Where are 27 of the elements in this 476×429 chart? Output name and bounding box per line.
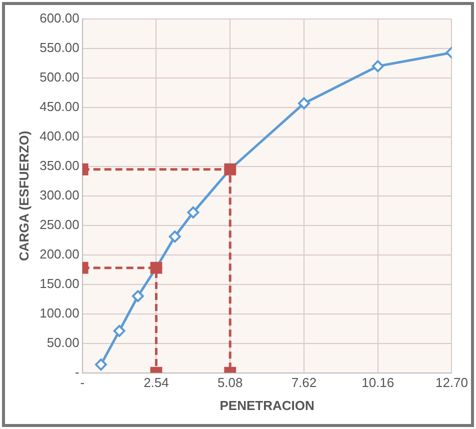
- y-tick-label: 300.00: [40, 187, 80, 202]
- point: [372, 60, 384, 72]
- y-tick-label: 500.00: [40, 70, 80, 85]
- y-tick-label: 550.00: [40, 40, 80, 56]
- point: [168, 230, 181, 243]
- point: [187, 206, 200, 218]
- x-tick-label: 2.54: [144, 375, 169, 390]
- point: [132, 290, 144, 302]
- y-tick-label: -: [75, 364, 80, 380]
- y-tick-label: 50.00: [46, 334, 80, 350]
- x-tick-label: 12.70: [435, 375, 468, 390]
- y-tick-label: 600.00: [40, 10, 80, 26]
- x-tick-label: 5.08: [217, 375, 243, 390]
- y-tick-label: 100.00: [40, 305, 80, 320]
- y-tick-label: 450.00: [40, 99, 80, 114]
- y-tick-label: 200.00: [40, 246, 80, 262]
- x-tick-label: 7.62: [291, 375, 317, 390]
- point: [298, 97, 310, 110]
- y-tick-label: 250.00: [40, 216, 80, 232]
- y-tick-label: 150.00: [40, 276, 80, 291]
- y-tick-label: 400.00: [40, 128, 80, 144]
- x-tick-label: 10.16: [362, 375, 394, 390]
- x-axis-title: PENETRACION: [220, 398, 314, 413]
- point: [113, 324, 126, 337]
- point: [94, 358, 107, 371]
- y-axis-title: CARGA (ESFUERZO): [16, 130, 32, 262]
- y-tick-label: 350.00: [40, 158, 80, 173]
